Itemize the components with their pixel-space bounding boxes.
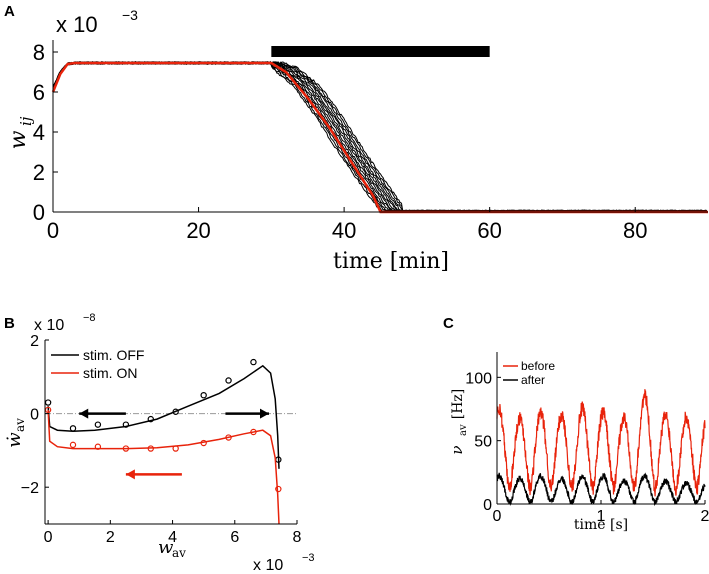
rate-after-line — [496, 472, 706, 507]
stim-off-point — [94, 421, 102, 428]
panel-b-y-exponent-power: −8 — [83, 312, 96, 324]
panel-c-y-axis-label-unit: [Hz] — [450, 389, 466, 420]
y-tick-label: 0 — [33, 200, 45, 225]
x-tick-label: 6 — [230, 529, 239, 546]
panel-a-y-axis-label-main: w — [6, 130, 31, 149]
panel-c-plot-area — [496, 389, 706, 507]
stim-off-curve — [47, 364, 280, 469]
panel-a-x-axis-label: time [min] — [333, 249, 449, 274]
x-tick-label: 1 — [597, 508, 606, 525]
panel-c-legend: before after — [503, 359, 555, 387]
x-tick-label: 40 — [332, 218, 356, 243]
panel-b-x-axis-label-main: w — [158, 537, 174, 558]
panel-a-chart: 0 20 40 60 80 0 2 4 6 8 x 10 −3 time [min] w ij — [6, 7, 708, 274]
panel-b-x-exponent-power: −3 — [302, 552, 315, 564]
panel-b-chart: 0 2 4 6 8 −2 0 2 x 10 −8 x 10 −3 w av ẇ av stim… — [4, 312, 315, 574]
left-arrow-red-head — [125, 469, 135, 480]
x-tick-label: 60 — [477, 218, 501, 243]
stim-on-point — [172, 445, 179, 452]
stim-off-point — [147, 415, 154, 423]
stim-on-point — [200, 439, 207, 447]
legend-label-after: after — [521, 373, 545, 387]
stim-off-point — [122, 421, 130, 428]
stim-on-point — [122, 445, 130, 452]
panel-a-plot-area — [51, 46, 708, 214]
panel-b-ticks: 0 2 4 6 8 −2 0 2 — [21, 333, 302, 546]
panel-b-y-axis-label: ẇ av — [4, 418, 27, 448]
right-arrow-black-head — [260, 408, 269, 419]
panel-label-a: A — [4, 3, 15, 20]
stim-off-point — [69, 425, 77, 432]
rate-before-line — [496, 389, 706, 497]
panel-b-y-axis-label-sub: av — [13, 418, 27, 432]
x-tick-label: 0 — [493, 508, 502, 525]
panel-label-c: C — [443, 315, 454, 332]
y-tick-label: 6 — [33, 80, 45, 105]
legend-label-stim-on: stim. ON — [83, 365, 137, 381]
panel-b-x-exponent: x 10 — [253, 557, 283, 574]
panel-b-legend: stim. OFF stim. ON — [51, 347, 144, 381]
x-tick-label: 2 — [701, 508, 709, 525]
stim-on-point — [44, 406, 52, 414]
stim-on-point — [225, 434, 232, 441]
panel-c-y-axis-label-main: ν — [448, 445, 466, 454]
y-tick-label: 8 — [33, 40, 45, 65]
y-tick-label: 0 — [483, 497, 492, 514]
legend-label-stim-off: stim. OFF — [83, 347, 144, 363]
y-tick-label: 0 — [30, 407, 39, 424]
panel-c-y-axis-label: ν av [Hz] — [448, 389, 469, 455]
legend-label-before: before — [521, 359, 555, 373]
weight-trace — [52, 60, 707, 213]
stim-on-point — [147, 445, 154, 452]
y-tick-label: 4 — [33, 120, 45, 145]
stim-on-point — [69, 441, 77, 449]
stim-off-point — [172, 408, 179, 415]
panel-c-x-axis-label: time [s] — [574, 517, 628, 533]
panel-c-x-axis-label-text: time [s] — [574, 517, 628, 533]
panel-a-y-axis-label-sub: ij — [17, 116, 35, 126]
x-tick-label: 0 — [47, 218, 59, 243]
x-tick-label: 2 — [106, 529, 115, 546]
panel-c-ticks: 0 1 2 0 50 100 — [465, 352, 709, 525]
stim-off-point — [44, 399, 52, 406]
panel-a-y-exponent-power: −3 — [122, 7, 138, 23]
panel-b-y-exponent: x 10 — [34, 317, 64, 334]
stim-off-point — [225, 377, 232, 384]
x-tick-label: 80 — [623, 218, 647, 243]
panel-a-ticks: 0 20 40 60 80 0 2 4 6 8 — [33, 40, 708, 243]
stimulus-bar — [271, 46, 490, 57]
panel-c-chart: 0 1 2 0 50 100 time [s] ν av [Hz] before afte… — [448, 352, 709, 533]
left-arrow-black-head — [79, 408, 89, 419]
stim-off-point — [200, 392, 207, 399]
panel-b-x-axis-label: w av — [158, 537, 186, 560]
stim-on-point — [275, 485, 282, 493]
stim-on-curve — [47, 409, 280, 525]
average-weight-line — [51, 61, 708, 214]
x-tick-label: 20 — [186, 218, 210, 243]
x-tick-label: 4 — [168, 529, 177, 546]
stim-on-point — [94, 443, 102, 450]
x-tick-label: 0 — [44, 529, 53, 546]
x-tick-label: 8 — [293, 529, 302, 546]
y-tick-label: 100 — [465, 370, 492, 387]
y-tick-label: −2 — [21, 480, 39, 497]
y-tick-label: 50 — [474, 434, 492, 451]
y-tick-label: 2 — [30, 333, 39, 350]
panel-b-y-axis-label-main: ẇ — [4, 432, 25, 448]
panel-a-y-exponent: x 10 — [56, 12, 98, 37]
panel-b-x-axis-label-sub: av — [172, 546, 186, 560]
stim-on-point — [250, 428, 257, 436]
panel-c-y-axis-label-sub: av — [458, 424, 469, 436]
panel-a-y-axis-label: w ij — [6, 116, 35, 149]
y-tick-label: 2 — [33, 160, 45, 185]
panel-label-b: B — [4, 315, 15, 332]
stim-off-point — [250, 358, 257, 366]
panel-b-plot-area — [44, 358, 297, 525]
